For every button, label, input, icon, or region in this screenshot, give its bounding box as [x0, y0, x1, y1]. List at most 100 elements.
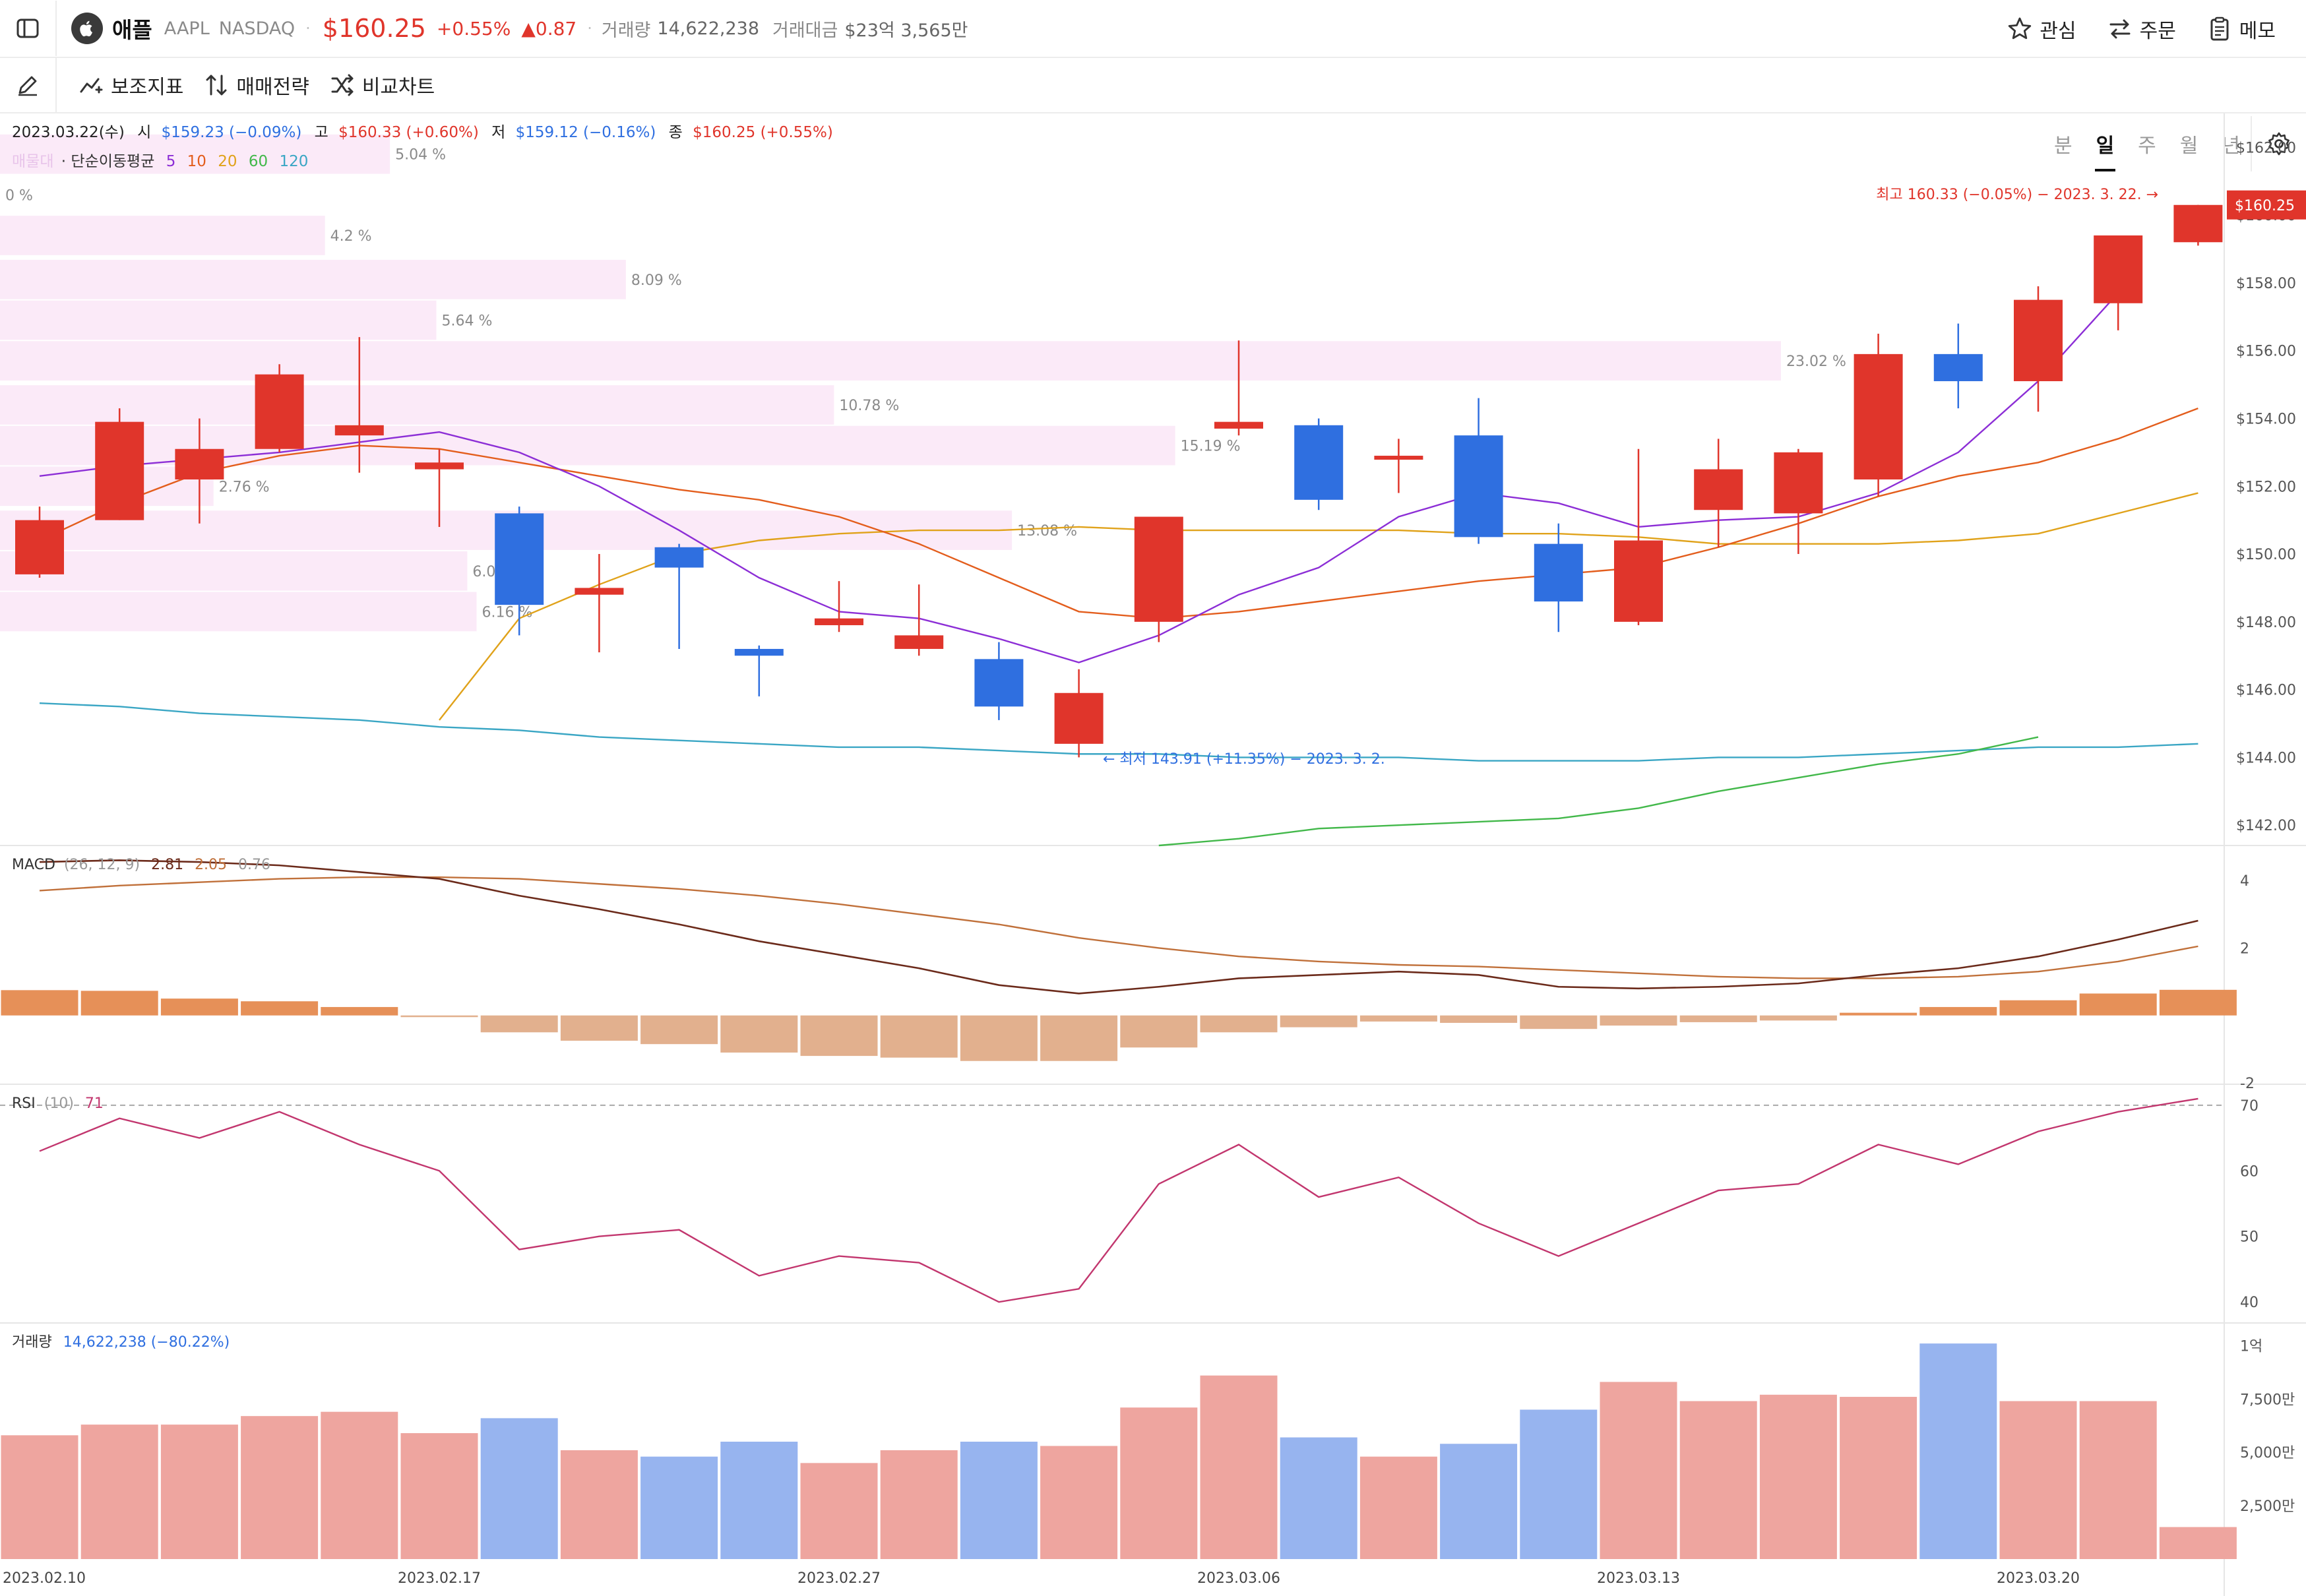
watch-label: 관심 [2040, 20, 2076, 43]
volume-bar [880, 1450, 958, 1559]
candle-body [575, 588, 624, 595]
sidebar-toggle-button[interactable] [0, 1, 55, 56]
volume-value: 14,622,238 [657, 18, 759, 39]
ma-label: · 단순이동평균 [61, 153, 155, 170]
candle-body [815, 618, 863, 625]
volume-bar [1, 1435, 78, 1559]
low-label: 저 [491, 124, 505, 141]
candle-body [495, 513, 544, 605]
stock-chart[interactable]: 5.04 % 0 % 4.2 % 8.09 % 5.64 % 23.02 % 10.78 %… [0, 113, 2306, 1596]
chart-settings-button[interactable] [2251, 116, 2306, 171]
current-price: $160.25 [322, 14, 426, 43]
candle-body [1294, 425, 1344, 500]
order-button[interactable]: 주문 [2107, 15, 2176, 44]
draw-tool-button[interactable] [0, 57, 55, 113]
volume-legend: 거래량 14,622,238 (−80.22%) [12, 1334, 230, 1351]
macd-histogram-bar [560, 1015, 638, 1041]
candle-body [2173, 204, 2223, 243]
indicators-button[interactable]: 보조지표 [78, 71, 183, 100]
candle-body [95, 421, 144, 520]
candle-body [415, 462, 464, 470]
ma10-line [39, 407, 2198, 619]
macd-histogram-bar [1440, 1015, 1518, 1023]
watch-button[interactable]: 관심 [2007, 15, 2076, 44]
star-icon [2009, 17, 2032, 40]
macd-histogram-bar [1679, 1015, 1757, 1022]
macd-histogram-bar [1600, 1015, 1677, 1026]
period-tab-minute[interactable]: 분 [2053, 135, 2072, 158]
macd-histogram-bar [640, 1015, 718, 1045]
close-label: 종 [669, 124, 683, 141]
macd-histogram-bar [800, 1015, 878, 1057]
macd-tick-label: -2 [2240, 1076, 2255, 1092]
volume-panel-value: 14,622,238 (−80.22%) [63, 1334, 230, 1351]
volume-bar [1600, 1382, 1677, 1559]
volume-profile-bar [0, 300, 437, 340]
memo-button[interactable]: 메모 [2206, 15, 2276, 44]
price-tick-label: $150.00 [2236, 547, 2296, 563]
volume-profile-bar [0, 551, 468, 591]
macd-signal-value: 2.05 [195, 857, 227, 873]
header-actions: 관심 주문 메모 [2007, 0, 2306, 58]
pencil-icon [18, 76, 37, 96]
apple-logo-icon [71, 13, 103, 44]
ma120-line [39, 702, 2198, 762]
volume-tick-label: 7,500만 [2240, 1392, 2295, 1408]
candlesticks [15, 204, 2223, 758]
rsi-legend: RSI (10) 71 [12, 1095, 104, 1112]
high-annotation: 최고 160.33 (−0.05%) − 2023. 3. 22. → [1876, 187, 2158, 203]
rsi-params: (10) [44, 1095, 74, 1112]
strategy-button[interactable]: 매매전략 [203, 71, 309, 100]
ma-legend: 매물대 · 단순이동평균 5 10 20 60 120 [12, 153, 308, 170]
compare-button[interactable]: 비교차트 [329, 71, 435, 100]
macd-hist-value: 0.76 [238, 857, 270, 873]
period-tab-day[interactable]: 일 [2094, 129, 2115, 171]
swap-icon [2109, 19, 2131, 39]
volume-bar [720, 1442, 798, 1559]
volume-bar [1919, 1343, 1997, 1559]
candle-body [1774, 452, 1823, 514]
period-tab-week[interactable]: 주 [2138, 135, 2156, 158]
high-value: $160.33 (+0.60%) [338, 124, 479, 141]
volume-profile-bar [0, 216, 325, 255]
volume-profile-label: 13.08 % [1017, 523, 1077, 539]
macd-histogram-bar [1280, 1015, 1357, 1028]
macd-histogram-bar [1120, 1015, 1198, 1048]
volume-tick-label: 2,500만 [2240, 1498, 2295, 1515]
volume-panel-label: 거래량 [12, 1334, 52, 1351]
volume-bar [480, 1418, 558, 1559]
macd-histogram-bar [720, 1015, 798, 1053]
macd-histogram-bar [1999, 1000, 2077, 1016]
close-value: $160.25 (+0.55%) [693, 124, 833, 141]
macd-histogram-bar [1759, 1015, 1837, 1021]
volume-label: 거래량 [601, 20, 651, 41]
macd-label: MACD [12, 857, 55, 873]
volume-tick-label: 1억 [2240, 1338, 2262, 1355]
candle-body [1134, 516, 1183, 622]
candle-body [1214, 421, 1263, 429]
volume-profile-label: 매물대 [12, 153, 53, 170]
gear-icon [2268, 132, 2290, 156]
price-axis: $162.00$160.00$158.00$156.00$154.00$152.… [2227, 140, 2306, 834]
ma10-label: 10 [187, 153, 206, 170]
candle-body [1614, 540, 1663, 622]
volume-profile-label: 5.04 % [395, 147, 446, 164]
ma5-label: 5 [166, 153, 176, 170]
chart-toolbar: 보조지표 매매전략 비교차트 분 일 주 월 년 [0, 57, 2306, 171]
high-label: 고 [315, 124, 328, 141]
volume-bar [1120, 1407, 1198, 1559]
macd-histogram-bar [1040, 1015, 1118, 1061]
volume-bar [1040, 1446, 1118, 1559]
macd-histogram-bar [400, 1015, 478, 1018]
divider [55, 57, 57, 113]
price-tick-label: $142.00 [2236, 818, 2296, 834]
date-axis: 2023.02.10 2023.02.17 2023.02.27 2023.03.06… [3, 1570, 2080, 1587]
volume-bar [1679, 1401, 1757, 1559]
date-tick-label: 2023.02.10 [3, 1570, 86, 1587]
volume-bar [640, 1456, 718, 1559]
candle-body [974, 659, 1024, 707]
ma60-label: 60 [249, 153, 268, 170]
volume-bar [800, 1463, 878, 1559]
volume-bar [1759, 1394, 1837, 1559]
period-tab-month[interactable]: 월 [2179, 135, 2198, 158]
